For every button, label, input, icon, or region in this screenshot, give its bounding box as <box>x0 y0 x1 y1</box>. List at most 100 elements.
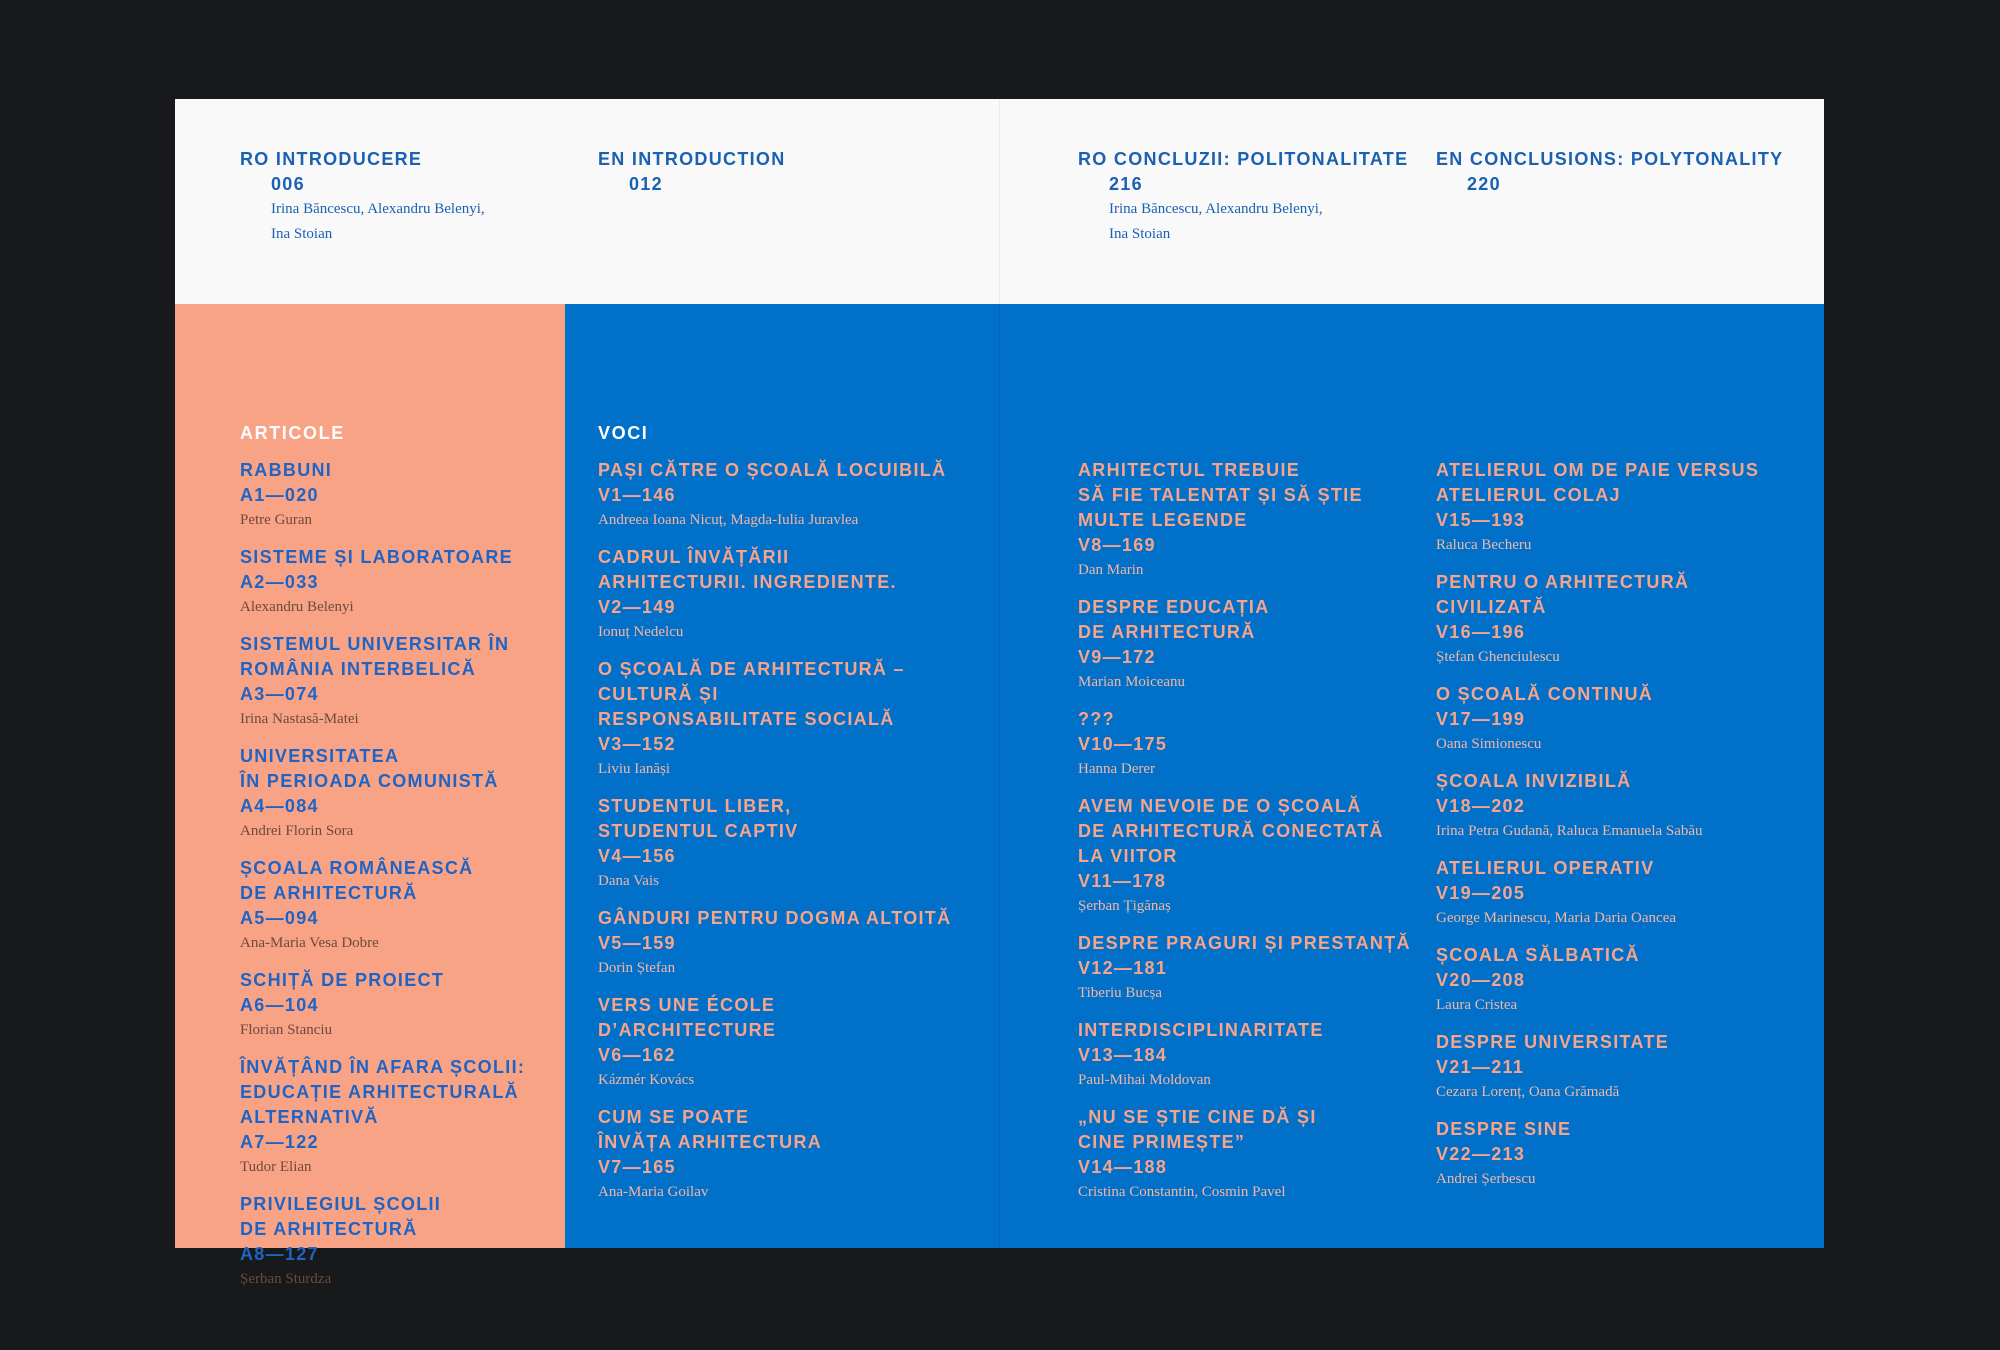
item-ref: V18—202 <box>1436 796 1526 816</box>
section-heading: ARTICOLE <box>240 423 345 443</box>
item-title: EDUCAȚIE ARHITECTURALĂ <box>240 1082 519 1102</box>
toc-item: UNIVERSITATEA ÎN PERIOADA COMUNISTĂ A4—084… <box>240 744 600 844</box>
item-title: INTERDISCIPLINARITATE <box>1078 1020 1324 1040</box>
item-title: SĂ FIE TALENTAT ȘI SĂ ȘTIE <box>1078 485 1363 505</box>
toc-item: DESPRE EDUCAȚIA DE ARHITECTURĂ V9—172 Maria… <box>1078 595 1458 695</box>
toc-item: CADRUL ÎNVĂȚĂRII ARHITECTURII. INGREDIENT… <box>598 545 978 645</box>
item-authors: Paul-Mihai Moldovan <box>1078 1072 1211 1088</box>
item-title: ROMÂNIA INTERBELICĂ <box>240 659 477 679</box>
item-ref: V14—188 <box>1078 1157 1168 1177</box>
item-title: VERS UNE ÉCOLE <box>598 995 776 1015</box>
item-title: CUM SE POATE <box>598 1107 750 1127</box>
item-authors: Tiberiu Bucșa <box>1078 985 1163 1001</box>
toc-item: DESPRE PRAGURI ȘI PRESTANȚĂ V12—181 Tiberi… <box>1078 931 1458 1006</box>
section-heading: VOCI <box>598 423 649 443</box>
toc-item: „NU SE ȘTIE CINE DĂ ȘI CINE PRIMEȘTE” V14—… <box>1078 1105 1458 1205</box>
item-ref: V19—205 <box>1436 883 1526 903</box>
item-title: DESPRE PRAGURI ȘI PRESTANȚĂ <box>1078 933 1411 953</box>
language: RO <box>1078 149 1108 169</box>
item-title: RABBUNI <box>240 460 333 480</box>
item-title: DESPRE SINE <box>1436 1119 1572 1139</box>
intro-entry: RO CONCLUZII: POLITONALITATE 216 Irina Băn… <box>1078 147 1438 247</box>
item-title: ??? <box>1078 709 1115 729</box>
item-title: ȘCOALA SĂLBATICĂ <box>1436 945 1640 965</box>
item-authors: Cristina Constantin, Cosmin Pavel <box>1078 1184 1286 1200</box>
toc-item: ȘCOALA INVIZIBILĂ V18—202 Irina Petra Guda… <box>1436 769 1816 844</box>
item-ref: V17—199 <box>1436 709 1526 729</box>
item-title: PAȘI CĂTRE O ȘCOALĂ LOCUIBILĂ <box>598 460 947 480</box>
voices-column: ATELIERUL OM DE PAIE VERSUS ATELIERUL COL… <box>1436 458 1816 1204</box>
item-authors: Ionuț Nedelcu <box>598 624 684 640</box>
spine <box>999 99 1000 1248</box>
item-authors: Raluca Becheru <box>1436 537 1532 553</box>
item-ref: A2—033 <box>240 572 319 592</box>
item-title: CADRUL ÎNVĂȚĂRII <box>598 547 790 567</box>
authors: Ina Stoian <box>1109 226 1171 242</box>
toc-item: ȘCOALA SĂLBATICĂ V20—208 Laura Cristea <box>1436 943 1816 1018</box>
item-title: DE ARHITECTURĂ CONECTATĂ <box>1078 821 1384 841</box>
item-ref: A4—084 <box>240 796 319 816</box>
item-authors: Hanna Derer <box>1078 761 1156 777</box>
toc-item: PENTRU O ARHITECTURĂ CIVILIZATĂ V16—196 Ște… <box>1436 570 1816 670</box>
intro-title: RO INTRODUCERE <box>240 147 600 172</box>
item-ref: V12—181 <box>1078 958 1168 978</box>
item-ref: V4—156 <box>598 846 676 866</box>
toc-item: ??? V10—175 Hanna Derer <box>1078 707 1458 782</box>
item-authors: Andrei Florin Sora <box>240 823 354 839</box>
voices-column: VOCI PAȘI CĂTRE O ȘCOALĂ LOCUIBILĂ V1—146 A… <box>598 421 978 1217</box>
item-authors: Dan Marin <box>1078 562 1144 578</box>
intro-entry: EN CONCLUSIONS: POLYTONALITY 220 <box>1436 147 1796 197</box>
intro-entry: RO INTRODUCERE 006 Irina Băncescu, Alexand… <box>240 147 600 247</box>
toc-item: O ȘCOALĂ DE ARHITECTURĂ – CULTURĂ ȘI RESPO… <box>598 657 978 782</box>
page-number: 006 <box>271 174 305 194</box>
book-spread: RO INTRODUCERE 006 Irina Băncescu, Alexand… <box>175 99 1824 1287</box>
item-ref: V13—184 <box>1078 1045 1168 1065</box>
toc-item: SISTEME ȘI LABORATOARE A2—033 Alexandru Be… <box>240 545 600 620</box>
item-authors: Ana-Maria Vesa Dobre <box>240 935 379 951</box>
item-title: DE ARHITECTURĂ <box>240 1219 418 1239</box>
item-ref: A6—104 <box>240 995 319 1015</box>
toc-item: CUM SE POATE ÎNVĂȚA ARHITECTURA V7—165 Ana-… <box>598 1105 978 1205</box>
item-title: SISTEME ȘI LABORATOARE <box>240 547 513 567</box>
item-ref: V7—165 <box>598 1157 676 1177</box>
page-number: 012 <box>629 174 663 194</box>
toc-item: RABBUNI A1—020 Petre Guran <box>240 458 600 533</box>
item-title: ÎNVĂȚÂND ÎN AFARA ȘCOLII: <box>240 1057 526 1077</box>
item-title: RESPONSABILITATE SOCIALĂ <box>598 709 895 729</box>
toc-item: AVEM NEVOIE DE O ȘCOALĂ DE ARHITECTURĂ CO… <box>1078 794 1458 919</box>
item-authors: Ștefan Ghenciulescu <box>1436 649 1560 665</box>
toc-item: ARHITECTUL TREBUIE SĂ FIE TALENTAT ȘI SĂ … <box>1078 458 1458 583</box>
item-authors: Kázmér Kovács <box>598 1072 695 1088</box>
item-title: DE ARHITECTURĂ <box>1078 622 1256 642</box>
title: INTRODUCERE <box>275 149 423 169</box>
toc-item: SCHIȚĂ DE PROIECT A6—104 Florian Stanciu <box>240 968 600 1043</box>
toc-item: PRIVILEGIUL ȘCOLII DE ARHITECTURĂ A8—127 Șe… <box>240 1192 600 1292</box>
intro-entry: EN INTRODUCTION 012 <box>598 147 958 197</box>
item-title: D’ARCHITECTURE <box>598 1020 777 1040</box>
item-title: ATELIERUL OM DE PAIE VERSUS <box>1436 460 1760 480</box>
item-authors: Tudor Elian <box>240 1159 312 1175</box>
item-ref: A7—122 <box>240 1132 319 1152</box>
item-authors: Andrei Șerbescu <box>1436 1171 1536 1187</box>
toc-item: INTERDISCIPLINARITATE V13—184 Paul-Mihai M… <box>1078 1018 1458 1093</box>
item-authors: Șerban Sturdza <box>240 1271 332 1287</box>
toc-item: DESPRE UNIVERSITATE V21—211 Cezara Lorenț,… <box>1436 1030 1816 1105</box>
item-authors: Irina Petra Gudană, Raluca Emanuela Sabă… <box>1436 823 1703 839</box>
item-title: DESPRE UNIVERSITATE <box>1436 1032 1670 1052</box>
item-authors: Petre Guran <box>240 512 313 528</box>
articles-column: ARTICOLE RABBUNI A1—020 Petre Guran SISTEME … <box>240 421 600 1304</box>
item-ref: V3—152 <box>598 734 676 754</box>
item-authors: Ana-Maria Goilav <box>598 1184 709 1200</box>
item-authors: Irina Nastasă-Matei <box>240 711 359 727</box>
item-title: GÂNDURI PENTRU DOGMA ALTOITĂ <box>598 908 952 928</box>
toc-item: STUDENTUL LIBER, STUDENTUL CAPTIV V4—156 Da… <box>598 794 978 894</box>
item-authors: Alexandru Belenyi <box>240 599 354 615</box>
item-title: ȘCOALA INVIZIBILĂ <box>1436 771 1632 791</box>
item-title: ALTERNATIVĂ <box>240 1107 379 1127</box>
item-title: ÎNVĂȚA ARHITECTURA <box>598 1132 823 1152</box>
item-title: AVEM NEVOIE DE O ȘCOALĂ <box>1078 796 1362 816</box>
item-authors: George Marinescu, Maria Daria Oancea <box>1436 910 1677 926</box>
item-authors: Andreea Ioana Nicuț, Magda-Iulia Juravle… <box>598 512 859 528</box>
item-title: CULTURĂ ȘI <box>598 684 719 704</box>
